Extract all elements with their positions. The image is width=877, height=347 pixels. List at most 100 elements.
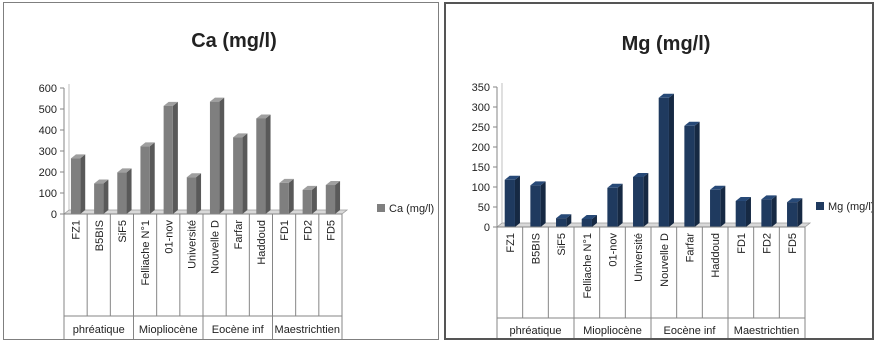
bar-front — [94, 183, 104, 214]
y-tick-label: 0 — [51, 209, 57, 221]
bar-front — [607, 187, 618, 227]
bar-Felliache N°1 — [140, 142, 155, 214]
bar-Nouvelle D — [658, 93, 674, 227]
category-label: FZ1 — [71, 220, 83, 240]
group-label: Eocène inf — [664, 325, 717, 337]
y-tick-label: 500 — [39, 104, 57, 116]
bar-top — [117, 168, 132, 173]
bar-top — [530, 181, 546, 186]
bar-side — [288, 178, 294, 214]
category-label: 01-nov — [608, 233, 620, 267]
bar-FD1 — [279, 178, 294, 214]
bar-front — [302, 189, 312, 214]
y-tick-label: 400 — [39, 125, 57, 137]
bar-front — [233, 137, 243, 214]
bar-side — [617, 183, 623, 227]
bar-side — [335, 181, 341, 214]
bar-top — [607, 183, 623, 188]
bar-top — [233, 133, 248, 138]
ca-chart-panel: Ca (mg/l) 0 100 200 300 400 500 600 FZ1 B5BIS SiF5… — [3, 2, 439, 340]
bar-top — [302, 185, 317, 190]
y-tick-label: 150 — [472, 162, 490, 174]
bar-front — [279, 182, 289, 214]
bar-top — [186, 173, 202, 178]
bar-top — [735, 197, 751, 201]
bar-B5BIS — [94, 179, 109, 214]
category-label: Haddoud — [256, 220, 268, 265]
y-tick-label: 100 — [39, 188, 57, 200]
bar-side — [196, 173, 202, 214]
category-label: SiF5 — [117, 220, 129, 243]
category-label: Haddoud — [710, 233, 722, 278]
ca-chart: Ca (mg/l) 0 100 200 300 400 500 600 FZ1 B5BIS SiF5… — [39, 30, 434, 339]
category-label: FD2 — [762, 233, 774, 254]
bar-SiF5 — [556, 214, 572, 227]
category-label: B5BIS — [94, 220, 106, 251]
legend-label: Ca (mg/l) — [389, 203, 434, 215]
y-tick-label: 200 — [39, 167, 57, 179]
bar-FD5 — [325, 181, 341, 214]
mg-chart-panel: Mg (mg/l) 0 50 100 150 200 250 300 350 FZ1 B5BIS Si… — [444, 2, 874, 340]
category-label: SiF5 — [556, 233, 568, 256]
bar-SiF5 — [117, 168, 132, 214]
bar-side — [103, 179, 109, 214]
bar-side — [566, 214, 572, 227]
group-label: Maestrichtien — [275, 324, 340, 336]
category-label: FD5 — [325, 220, 337, 241]
bar-top — [581, 215, 597, 219]
bar-B5BIS — [530, 181, 546, 227]
bar-front — [209, 101, 220, 214]
bar-FZ1 — [504, 175, 520, 227]
bar-front — [163, 105, 173, 214]
bar-Haddoud — [710, 185, 726, 227]
bar-Farfar — [684, 121, 700, 227]
bar-FD5 — [787, 198, 803, 227]
bar-side — [242, 133, 248, 214]
group-label: Miopliocène — [583, 325, 642, 337]
bar-FD2 — [761, 195, 777, 227]
bar-side — [126, 168, 132, 214]
bar-side — [219, 97, 225, 214]
bar-front — [735, 201, 746, 227]
bar-top — [209, 97, 225, 102]
bar-top — [684, 121, 700, 126]
bar-01-nov — [163, 101, 178, 214]
bar-Farfar — [233, 133, 248, 214]
y-tick-label: 200 — [472, 142, 490, 154]
bar-front — [70, 158, 81, 214]
bar-top — [761, 195, 777, 200]
bar-top — [140, 142, 155, 147]
category-label: Farfar — [233, 220, 245, 250]
mg-chart: Mg (mg/l) 0 50 100 150 200 250 300 350 FZ1 B5BIS Si… — [472, 33, 872, 338]
bar-front — [581, 219, 592, 227]
bar-top — [658, 93, 674, 98]
bar-side — [745, 197, 751, 227]
bar-side — [311, 185, 317, 214]
bar-front — [504, 179, 515, 227]
category-label: Felliache N°1 — [140, 220, 152, 286]
group-label: Maestrichtien — [734, 325, 799, 337]
bar-top — [163, 101, 178, 106]
group-label: Eocène inf — [212, 324, 265, 336]
bar-side — [80, 154, 86, 214]
bar-FD2 — [302, 185, 317, 214]
y-tick-label: 100 — [472, 182, 490, 194]
bar-front — [658, 97, 669, 227]
bar-front — [186, 177, 197, 214]
bar-front — [787, 202, 798, 227]
group-label: phréatique — [73, 324, 125, 336]
bar-FZ1 — [70, 154, 86, 214]
bar-side — [540, 181, 546, 227]
bar-side — [172, 101, 178, 214]
bar-side — [591, 215, 597, 227]
bar-front — [140, 146, 150, 214]
bar-front — [684, 125, 695, 227]
legend-swatch — [377, 204, 385, 212]
bar-FD1 — [735, 197, 751, 227]
group-label: Miopliocène — [139, 324, 198, 336]
category-label: 01-nov — [163, 220, 175, 254]
bar-top — [710, 185, 726, 190]
category-label: FZ1 — [505, 233, 517, 253]
bar-front — [556, 218, 567, 227]
bar-Felliache N°1 — [581, 215, 597, 227]
